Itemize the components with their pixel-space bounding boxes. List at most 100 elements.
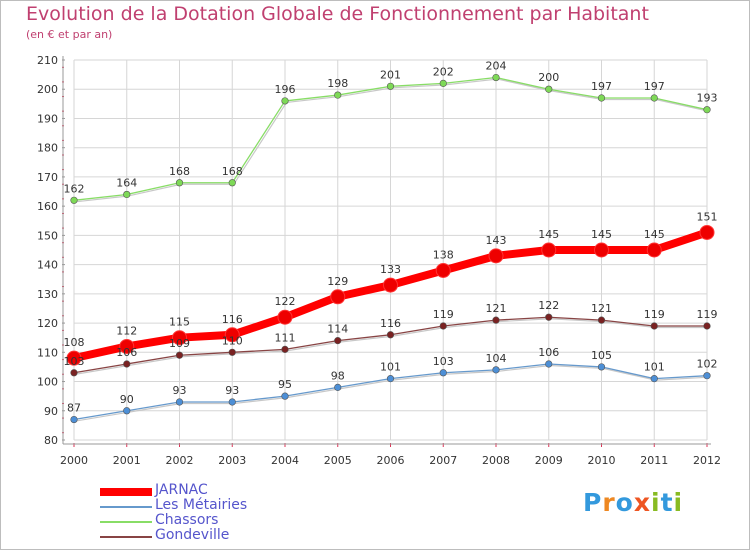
data-label: 106 <box>538 346 559 359</box>
data-point-chassors <box>439 79 447 87</box>
x-tick-label: 2008 <box>482 454 510 467</box>
x-tick-label: 2003 <box>218 454 246 467</box>
data-label: 101 <box>644 361 665 374</box>
data-label: 202 <box>433 65 454 78</box>
data-point-chassors <box>123 190 131 199</box>
data-label: 93 <box>173 384 187 397</box>
x-tick-label: 2011 <box>640 454 668 467</box>
logo-letter: i <box>651 488 661 517</box>
series-lines <box>66 73 715 424</box>
data-point-les-m-tairies <box>650 375 658 383</box>
y-tick-label: 80 <box>44 434 58 447</box>
data-point-jarnac <box>699 224 715 240</box>
data-label: 204 <box>486 60 507 73</box>
data-label: 90 <box>120 393 134 406</box>
x-tick-label: 2009 <box>535 454 563 467</box>
data-point-chassors <box>228 179 236 187</box>
data-label: 115 <box>169 316 190 329</box>
data-label: 196 <box>275 83 296 96</box>
data-label: 105 <box>591 349 612 362</box>
data-label: 122 <box>538 299 559 312</box>
data-point-jarnac <box>594 242 609 258</box>
logo-letter: r <box>602 488 616 517</box>
data-labels: 108 112 115 116 122 129 133 138 143 145 145 145 151 8… <box>64 60 718 415</box>
data-point-jarnac <box>330 289 346 305</box>
data-label: 87 <box>67 402 81 415</box>
data-point-jarnac <box>172 330 187 346</box>
logo-letter: P <box>583 488 603 517</box>
chart-subtitle: (en € et par an) <box>26 28 113 41</box>
data-label: 197 <box>644 80 665 93</box>
data-point-chassors <box>703 106 711 114</box>
data-label: 103 <box>433 355 454 368</box>
data-point-gondeville <box>334 337 342 345</box>
data-label: 114 <box>327 323 348 336</box>
data-label: 145 <box>538 228 559 241</box>
x-tick-label: 2007 <box>429 454 457 467</box>
data-point-jarnac <box>646 242 662 258</box>
y-tick-label: 210 <box>37 54 58 67</box>
data-point-gondeville <box>70 369 78 377</box>
y-tick-label: 190 <box>37 112 58 125</box>
proxiti-logo: Proxiti <box>583 488 683 517</box>
y-tick-label: 110 <box>37 346 58 359</box>
data-point-les-m-tairies <box>228 398 236 406</box>
data-label: 201 <box>380 68 401 81</box>
data-point-chassors <box>597 94 606 102</box>
data-label: 133 <box>380 263 401 276</box>
data-point-chassors <box>175 179 184 187</box>
data-label: 110 <box>222 334 243 347</box>
y-tick-label: 160 <box>37 200 58 213</box>
x-tick-label: 2004 <box>271 454 299 467</box>
data-label: 143 <box>486 234 507 247</box>
data-label: 121 <box>486 302 507 315</box>
y-tick-label: 100 <box>37 376 58 389</box>
data-label: 151 <box>697 210 718 223</box>
data-point-les-m-tairies <box>545 360 553 368</box>
legend-label-jarnac: JARNAC <box>155 482 208 498</box>
data-label: 138 <box>433 248 454 261</box>
logo-letter: t <box>660 488 674 517</box>
y-tick-label: 180 <box>37 142 58 155</box>
data-label: 103 <box>64 355 85 368</box>
data-point-gondeville <box>650 322 658 330</box>
data-point-gondeville <box>281 345 289 353</box>
x-tick-label: 2012 <box>693 454 721 467</box>
data-point-chassors <box>334 91 342 99</box>
data-point-chassors <box>545 85 553 93</box>
axes: 8090100110120130140150160170180190200210… <box>37 54 721 467</box>
data-label: 121 <box>591 302 612 315</box>
data-label: 112 <box>116 324 137 337</box>
logo-letter: i <box>673 488 684 517</box>
logo-letter: o <box>615 488 634 517</box>
data-point-gondeville <box>703 322 711 330</box>
chart-title: Evolution de la Dotation Globale de Fonc… <box>26 3 649 25</box>
x-tick-label: 2010 <box>588 454 616 467</box>
data-label: 145 <box>591 228 612 241</box>
data-label: 101 <box>380 361 401 374</box>
y-tick-label: 140 <box>37 259 58 272</box>
y-tick-label: 200 <box>37 83 58 96</box>
data-point-gondeville <box>597 316 606 324</box>
data-label: 98 <box>331 369 345 382</box>
data-label: 145 <box>644 228 665 241</box>
data-label: 119 <box>433 308 454 321</box>
data-point-les-m-tairies <box>597 363 606 371</box>
data-point-jarnac <box>383 277 398 293</box>
data-label: 129 <box>327 275 348 288</box>
x-tick-label: 2002 <box>166 454 194 467</box>
legend-label-les-metairies: Les Métairies <box>155 497 248 513</box>
x-tick-label: 2005 <box>324 454 352 467</box>
data-label: 116 <box>380 317 401 330</box>
data-label: 198 <box>327 77 348 90</box>
legend-item-chassors[interactable]: Chassors <box>100 512 300 529</box>
data-point-les-m-tairies <box>492 366 500 374</box>
data-label: 193 <box>697 92 718 105</box>
legend-item-jarnac[interactable]: JARNAC <box>100 482 300 499</box>
data-point-les-m-tairies <box>386 375 395 383</box>
legend-swatch-jarnac <box>100 488 152 496</box>
legend-item-les-metairies[interactable]: Les Métairies <box>100 497 300 514</box>
data-label: 111 <box>275 331 296 344</box>
legend-item-gondeville[interactable]: Gondeville <box>100 527 300 544</box>
